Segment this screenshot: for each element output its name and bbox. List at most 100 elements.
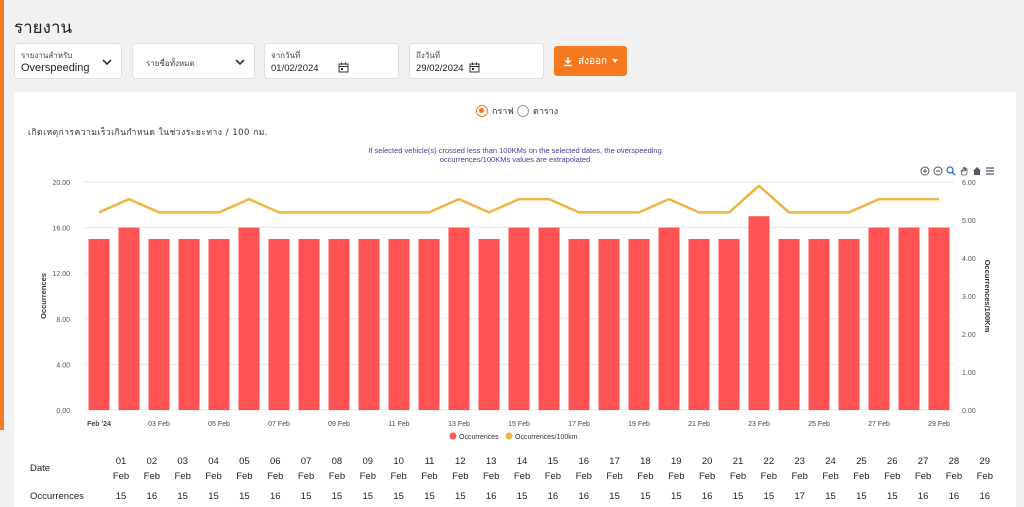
bar-occurrences	[928, 227, 950, 410]
table-occurrence-cell: 15	[886, 491, 898, 502]
bar-occurrences	[868, 227, 890, 410]
bar-occurrences	[838, 239, 860, 410]
table-date-cell: 04 Feb	[205, 456, 222, 482]
y-tick-label: 0.00	[56, 408, 70, 415]
bar-occurrences	[148, 239, 170, 410]
legend-occ-per-100km-label: Occurrences/100km	[515, 434, 578, 441]
table-date-cell: 07 Feb	[297, 456, 315, 482]
bar-occurrences	[238, 227, 260, 410]
y2-tick-label: 1.00	[962, 370, 976, 377]
table-occurrence-cell: 15	[393, 491, 404, 502]
table-occurrence-cell: 16	[979, 491, 991, 502]
bar-occurrences	[718, 239, 740, 410]
home-icon[interactable]	[972, 166, 982, 176]
report-type-select[interactable]: รายงานสำหรับ Overspeeding	[14, 43, 122, 79]
table-date-cell: 29 Feb	[976, 456, 993, 482]
chevron-down-icon	[102, 59, 112, 66]
bar-occurrences	[658, 227, 680, 410]
table-occurrence-cell: 15	[115, 491, 127, 502]
zoom-in-icon[interactable]	[920, 166, 930, 176]
view-table-option[interactable]: ตาราง	[517, 104, 558, 118]
report-type-value: Overspeeding	[21, 62, 90, 74]
table-date-cell: 20 Feb	[698, 456, 716, 482]
table-occurrences-label: Occurrences	[30, 491, 84, 502]
y2-tick-label: 3.00	[962, 294, 976, 301]
x-tick-label: 27 Feb	[868, 421, 890, 428]
x-tick-label: 13 Feb	[448, 421, 470, 428]
vehicle-select[interactable]: รายชื่อทั้งหมด	[132, 43, 255, 79]
bar-occurrences	[778, 239, 800, 410]
bar-occurrences	[478, 239, 500, 410]
bar-occurrences	[448, 227, 470, 410]
table-date-cell: 01 Feb	[112, 456, 130, 482]
x-tick-label: 15 Feb	[508, 421, 530, 428]
y2-tick-label: 4.00	[962, 256, 976, 263]
table-occurrence-cell: 15	[825, 491, 836, 502]
to-date-label: ถึงวันที่	[416, 51, 440, 60]
bar-occurrences	[748, 216, 770, 410]
bar-occurrences	[598, 239, 620, 410]
table-date-cell: 13 Feb	[483, 456, 500, 482]
view-graph-option[interactable]: กราฟ	[476, 104, 514, 118]
vehicle-select-label: รายชื่อทั้งหมด	[146, 59, 195, 68]
table-date-cell: 21 Feb	[729, 456, 747, 482]
table-radio-label: ตาราง	[533, 107, 559, 117]
bar-occurrences	[118, 227, 140, 410]
table-radio[interactable]	[517, 105, 529, 117]
graph-radio[interactable]	[476, 105, 488, 117]
zoom-out-icon[interactable]	[933, 166, 943, 176]
table-occurrence-cell: 16	[547, 491, 559, 502]
chart-toolbar	[920, 166, 995, 176]
table-date-cell: 27 Feb	[914, 456, 932, 482]
y2-tick-label: 6.00	[962, 180, 976, 187]
table-occurrence-cell: 16	[146, 491, 158, 502]
bar-occurrences	[268, 239, 290, 410]
calendar-icon[interactable]	[469, 62, 480, 73]
table-date-cell: 17 Feb	[606, 456, 623, 482]
bar-occurrences	[508, 227, 530, 410]
calendar-icon[interactable]	[338, 62, 349, 73]
x-tick-label: 05 Feb	[208, 421, 230, 428]
from-date-field[interactable]: จากวันที่ 01/02/2024	[264, 43, 399, 79]
table-occurrence-cell: 15	[362, 491, 374, 502]
table-occurrence-cell: 16	[917, 491, 929, 502]
table-date-cell: 28 Feb	[945, 456, 963, 482]
bar-occurrences	[178, 239, 200, 410]
bar-occurrences	[628, 239, 650, 410]
magnify-icon[interactable]	[946, 166, 956, 176]
pan-hand-icon[interactable]	[959, 166, 969, 176]
table-occurrence-cell: 15	[640, 491, 651, 502]
export-button[interactable]: ส่งออก	[554, 46, 627, 76]
y-tick-label: 4.00	[56, 362, 70, 369]
x-tick-label: 07 Feb	[268, 421, 290, 428]
from-date-label: จากวันที่	[271, 51, 301, 60]
bar-occurrences	[568, 239, 590, 410]
bar-occurrences	[358, 239, 380, 410]
table-occurrence-cell: 15	[455, 491, 466, 502]
table-occurrence-cell: 15	[516, 491, 528, 502]
legend-occurrences-marker	[449, 432, 457, 440]
export-label: ส่งออก	[577, 55, 608, 67]
table-date-cell: 12 Feb	[452, 456, 469, 482]
to-date-value: 29/02/2024	[416, 63, 464, 74]
table-occurrence-cell: 15	[424, 491, 435, 502]
table-date-cell: 11 Feb	[421, 456, 438, 482]
to-date-field[interactable]: ถึงวันที่ 29/02/2024	[409, 43, 544, 79]
table-date-cell: 10 Feb	[390, 456, 407, 482]
table-date-cell: 09 Feb	[359, 456, 376, 482]
table-occurrence-cell: 15	[239, 491, 250, 502]
bar-occurrences	[688, 239, 710, 410]
x-tick-label: 29 Feb	[928, 421, 950, 428]
menu-icon[interactable]	[985, 166, 995, 176]
table-date-cell: 06 Feb	[267, 456, 284, 482]
x-tick-label: 11 Feb	[388, 421, 409, 428]
x-tick-label: 21 Feb	[688, 421, 710, 428]
bar-occurrences	[808, 239, 830, 410]
table-date-cell: 25 Feb	[853, 456, 870, 482]
x-tick-label: 25 Feb	[808, 421, 830, 428]
x-tick-label: 09 Feb	[328, 421, 350, 428]
y-tick-label: 16.00	[52, 226, 70, 233]
table-date-cell: 14 Feb	[513, 456, 531, 482]
y-tick-label: 20.00	[52, 180, 70, 187]
